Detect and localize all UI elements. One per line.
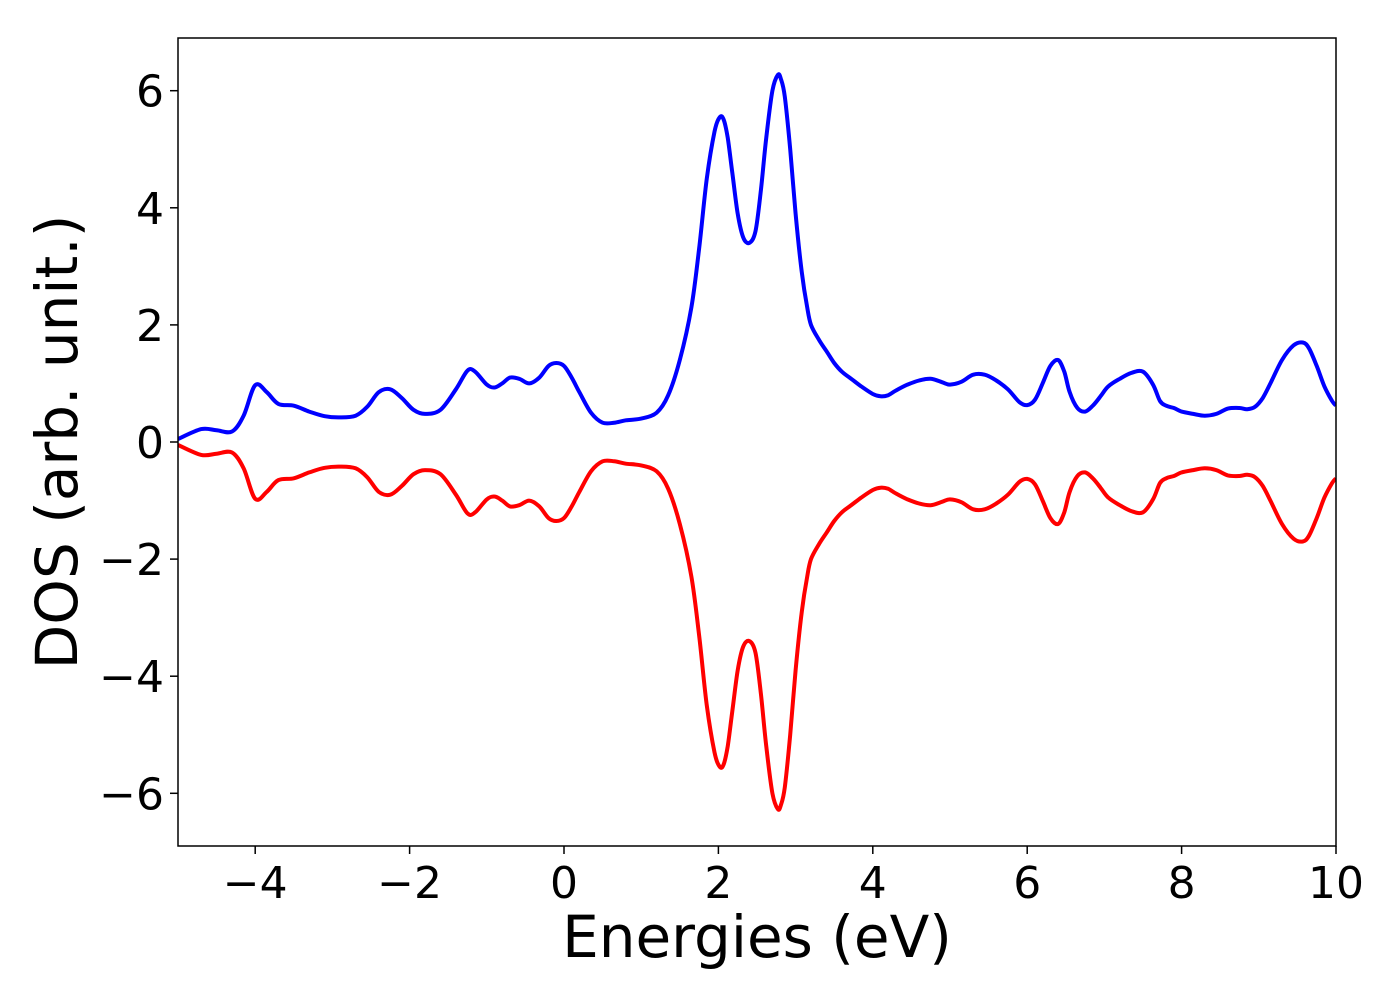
y-tick-label: 0 <box>136 418 164 469</box>
x-tick-label: 10 <box>1308 858 1364 909</box>
x-tick-label: 0 <box>550 858 578 909</box>
y-tick-label: −2 <box>99 535 164 586</box>
dos-spin-up-line <box>178 72 1336 441</box>
x-tick-label: 2 <box>704 858 732 909</box>
y-axis: −6 −4 −2 0 2 4 6 <box>99 67 178 820</box>
plot-frame <box>177 37 1337 847</box>
dos-spin-down-line <box>178 443 1336 812</box>
x-tick-label: −2 <box>377 858 442 909</box>
x-tick-label: 8 <box>1168 858 1196 909</box>
x-tick-label: −4 <box>223 858 288 909</box>
series-layer <box>178 72 1336 812</box>
x-axis: −4 −2 0 2 4 6 8 10 <box>223 846 1364 909</box>
y-axis-title: DOS (arb. unit.) <box>23 215 91 670</box>
y-tick-label: 4 <box>136 184 164 235</box>
y-tick-label: −4 <box>99 652 164 703</box>
y-tick-label: 2 <box>136 301 164 352</box>
x-tick-label: 4 <box>859 858 887 909</box>
x-tick-label: 6 <box>1013 858 1041 909</box>
y-tick-label: −6 <box>99 769 164 820</box>
x-axis-title: Energies (eV) <box>562 903 952 971</box>
y-tick-label: 6 <box>136 67 164 118</box>
